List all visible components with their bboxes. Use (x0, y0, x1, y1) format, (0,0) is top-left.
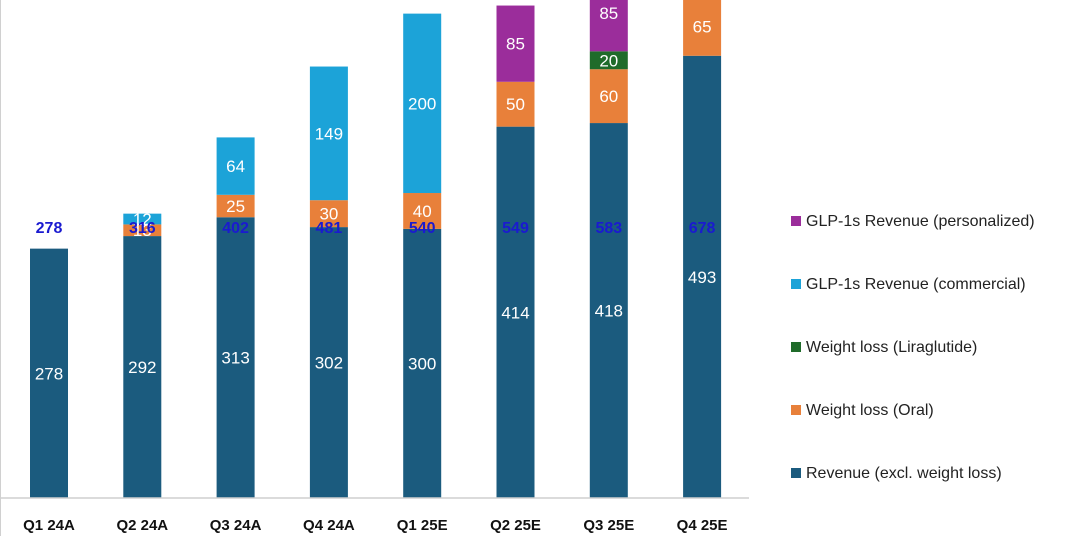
bar-segment (589, 123, 628, 498)
segment-value-label: 200 (408, 94, 436, 113)
segment-value-label: 418 (595, 302, 623, 321)
segment-value-label: 292 (128, 358, 156, 377)
segment-value-label: 85 (506, 35, 525, 54)
segment-value-label: 30 (319, 205, 338, 224)
category-tick-label: Q3 25E (583, 517, 634, 534)
total-value-label: 481 (316, 220, 343, 237)
bar-segment (496, 126, 535, 498)
bar-segment (123, 224, 162, 237)
segment-value-label: 60 (599, 87, 618, 106)
legend-swatch (791, 279, 801, 289)
bar-segment (309, 66, 348, 201)
bar-segment (216, 194, 255, 218)
legend-entry-label: GLP-1s Revenue (commercial) (806, 276, 1026, 293)
legend-swatch (791, 342, 801, 352)
segment-value-label: 414 (501, 303, 529, 322)
category-tick-label: Q2 24A (116, 517, 168, 534)
bar-segment (216, 217, 255, 498)
bar-segment (216, 137, 255, 195)
legend-swatch (791, 468, 801, 478)
legend-entry-label: GLP-1s Revenue (personalized) (806, 213, 1035, 230)
total-value-label: 678 (689, 220, 716, 237)
category-tick-label: Q3 24A (210, 517, 262, 534)
bar-segment (30, 248, 68, 498)
total-value-label: 402 (222, 220, 249, 237)
category-tick-label: Q4 25E (677, 517, 728, 534)
segment-value-label: 302 (315, 354, 343, 373)
segment-value-label: 50 (506, 95, 525, 114)
segment-value-label: 64 (226, 157, 245, 176)
segment-value-label: 149 (315, 124, 343, 143)
bar-segment (589, 51, 628, 70)
segment-value-label: 13 (133, 221, 152, 240)
total-value-label: 540 (409, 220, 436, 237)
legend-entry-label: Revenue (excl. weight loss) (806, 465, 1002, 482)
bar-segment (309, 227, 348, 498)
segment-value-label: 25 (226, 197, 245, 216)
total-value-label: 278 (36, 220, 63, 237)
bar-segment (589, 0, 628, 52)
bar-segment (683, 55, 722, 499)
total-value-label: 549 (502, 220, 529, 237)
bar-segment (123, 213, 162, 225)
category-tick-label: Q1 25E (397, 517, 448, 534)
segment-value-label: 40 (413, 202, 432, 221)
legend-swatch (791, 405, 801, 415)
segment-value-label: 300 (408, 354, 436, 373)
category-tick-label: Q2 25E (490, 517, 541, 534)
bar-segment (496, 5, 535, 82)
bar-segment (403, 228, 442, 498)
bar-segment (123, 236, 162, 499)
segment-value-label: 313 (221, 349, 249, 368)
bar-segment (589, 69, 628, 124)
legend: GLP-1s Revenue (personalized) GLP-1s Reve… (791, 213, 1035, 482)
total-value-label: 583 (595, 220, 622, 237)
category-tick-label: Q1 24A (23, 517, 75, 534)
bar-segment (683, 0, 722, 56)
bar-segment (403, 193, 442, 229)
segment-value-label: 65 (693, 18, 712, 37)
segment-value-label: 12 (133, 210, 152, 229)
legend-swatch (791, 216, 801, 226)
legend-entry-label: Weight loss (Oral) (806, 402, 934, 419)
bar-segment (403, 13, 442, 194)
segment-value-label: 493 (688, 268, 716, 287)
segment-value-label: 278 (35, 364, 63, 383)
legend-entry-label: Weight loss (Liraglutide) (806, 339, 977, 356)
category-tick-label: Q4 24A (303, 517, 355, 534)
bar-segment (309, 200, 348, 228)
total-value-label: 316 (129, 220, 156, 237)
segment-value-label: 85 (599, 4, 618, 23)
bar-segment (496, 81, 535, 127)
segment-value-label: 20 (599, 51, 618, 70)
